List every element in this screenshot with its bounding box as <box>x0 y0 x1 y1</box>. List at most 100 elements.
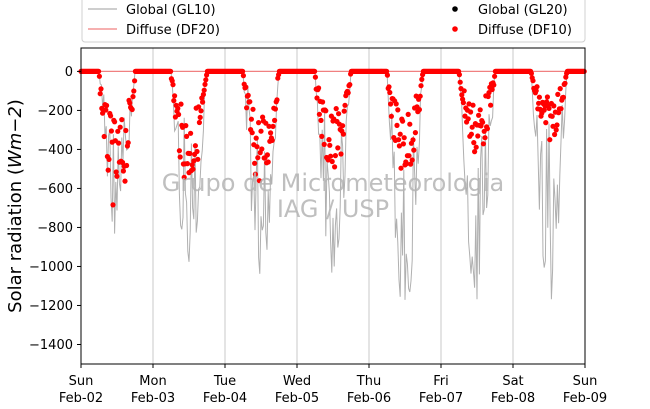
series-diffuse-df10-point <box>98 86 104 92</box>
series-diffuse-df10-point <box>533 88 539 94</box>
series-diffuse-df10-point <box>387 89 393 96</box>
series-diffuse-df10-point <box>188 130 194 136</box>
series-diffuse-df10-point <box>546 105 552 111</box>
series-diffuse-df10-point <box>418 83 424 89</box>
series-diffuse-df10-point <box>244 105 250 111</box>
series-diffuse-df10-point <box>340 123 346 129</box>
series-diffuse-df10-point <box>335 145 341 151</box>
series-diffuse-df10-point <box>252 171 258 177</box>
series-diffuse-df10-point <box>485 93 491 100</box>
series-diffuse-df10-point <box>240 68 246 74</box>
series-diffuse-df10-point <box>243 84 249 90</box>
series-diffuse-df10-point <box>553 127 559 133</box>
x-tick-label-date: Feb-04 <box>203 391 247 406</box>
y-tick-label: −200 <box>37 104 73 119</box>
series-diffuse-df10-point <box>536 94 543 100</box>
series-diffuse-df10-point <box>492 73 498 79</box>
series-diffuse-df10-point <box>470 102 476 108</box>
series-diffuse-df10-point <box>200 91 206 98</box>
series-diffuse-df10-point <box>395 107 401 113</box>
series-diffuse-df10-point <box>329 158 335 165</box>
series-diffuse-df10-point <box>96 73 102 79</box>
series-diffuse-df10-point <box>457 79 463 85</box>
series-diffuse-df10-point <box>328 153 334 159</box>
series-diffuse-df10-point <box>581 68 587 74</box>
series-diffuse-df10-point <box>419 76 425 82</box>
series-diffuse-df10-point <box>412 130 418 136</box>
series-diffuse-df10-point <box>417 93 423 99</box>
series-diffuse-df10-point <box>312 68 318 74</box>
x-tick-label-date: Feb-06 <box>347 391 391 406</box>
y-tick-label: −600 <box>37 182 73 197</box>
series-diffuse-df10-point <box>528 70 535 76</box>
series-diffuse-df10-point <box>272 106 278 112</box>
x-tick-label-day: Sun <box>573 374 598 389</box>
series-diffuse-df10-point <box>456 72 462 78</box>
series-diffuse-df10-point <box>168 68 174 74</box>
series-diffuse-df10-point <box>476 112 482 118</box>
series-diffuse-df10-point <box>345 90 351 96</box>
series-diffuse-df10-point <box>552 131 558 138</box>
series-diffuse-df10-point <box>407 121 413 127</box>
series-diffuse-df10-point <box>338 151 344 157</box>
series-diffuse-df10-point <box>411 147 417 153</box>
series-diffuse-df10-point <box>416 107 422 113</box>
series-diffuse-df10-point <box>114 173 120 179</box>
series-diffuse-df10-point <box>263 120 269 126</box>
series-diffuse-df10-point <box>405 111 411 117</box>
series-diffuse-df10-point <box>104 102 110 109</box>
x-tick-label-date: Feb-02 <box>59 391 103 406</box>
series-diffuse-df10-point <box>386 84 392 90</box>
series-diffuse-df10-point <box>468 109 474 115</box>
series-diffuse-df10-point <box>187 150 193 157</box>
series-diffuse-df10-point <box>172 93 178 99</box>
series-diffuse-df10-point <box>332 153 338 159</box>
series-diffuse-df10-point <box>558 106 564 112</box>
y-tick-label: −400 <box>37 143 73 158</box>
x-tick-label-day: Sun <box>69 374 94 389</box>
series-diffuse-df10-point <box>178 101 184 107</box>
series-diffuse-df10-point <box>256 178 262 184</box>
series-diffuse-df10-point <box>398 165 404 171</box>
series-diffuse-df10-point <box>183 123 189 129</box>
series-diffuse-df10-point <box>112 119 118 125</box>
series-diffuse-df10-point <box>254 144 260 150</box>
series-diffuse-df10-point <box>130 94 136 100</box>
series-diffuse-df10-point <box>469 124 475 130</box>
series-diffuse-df10-point <box>131 88 137 94</box>
series-diffuse-df10-point <box>404 161 410 167</box>
series-diffuse-df10-point <box>265 159 271 165</box>
series-diffuse-df10-point <box>264 152 270 158</box>
series-diffuse-df10-point <box>465 116 471 122</box>
series-diffuse-df10-point <box>108 128 114 134</box>
series-diffuse-df10-point <box>319 133 325 139</box>
legend-label-df20: Diffuse (DF20) <box>126 23 220 38</box>
series-diffuse-df10-point <box>194 148 200 155</box>
series-diffuse-df10-point <box>105 167 111 173</box>
series-diffuse-df10-point <box>110 202 116 208</box>
series-diffuse-df10-point <box>473 144 479 150</box>
x-tick-label-date: Feb-05 <box>275 391 319 406</box>
series-diffuse-df10-point <box>170 82 176 88</box>
series-diffuse-df10-point <box>408 161 414 167</box>
y-tick-label: −1200 <box>29 299 73 314</box>
x-tick-label-date: Feb-03 <box>131 391 175 406</box>
series-diffuse-df10-point <box>245 92 251 98</box>
series-diffuse-df10-point <box>536 100 542 106</box>
series-diffuse-df10-point <box>472 149 478 155</box>
series-diffuse-df10-point <box>181 174 187 180</box>
series-diffuse-df10-point <box>393 101 399 107</box>
series-diffuse-df10-point <box>123 127 129 134</box>
series-diffuse-df10-point <box>184 161 190 167</box>
series-diffuse-df10-point <box>108 113 114 119</box>
series-diffuse-df10-point <box>196 119 202 126</box>
series-diffuse-df10-point <box>250 106 256 112</box>
series-diffuse-df10-point <box>323 108 329 114</box>
series-diffuse-df10-point <box>197 114 203 120</box>
legend-box <box>81 0 586 43</box>
series-diffuse-df10-point <box>247 99 253 105</box>
series-diffuse-df10-point <box>202 81 208 87</box>
series-diffuse-df10-point <box>468 131 474 137</box>
series-diffuse-df10-point <box>274 97 280 103</box>
